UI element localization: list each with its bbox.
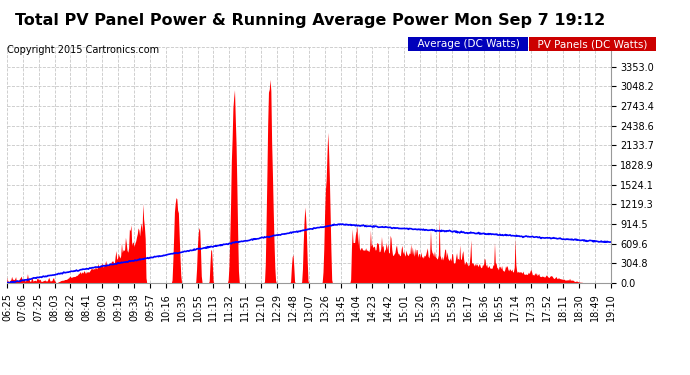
Text: PV Panels (DC Watts): PV Panels (DC Watts) (531, 39, 654, 50)
Text: Copyright 2015 Cartronics.com: Copyright 2015 Cartronics.com (7, 45, 159, 55)
Text: Total PV Panel Power & Running Average Power Mon Sep 7 19:12: Total PV Panel Power & Running Average P… (15, 13, 606, 28)
Text: Average (DC Watts): Average (DC Watts) (411, 39, 526, 50)
